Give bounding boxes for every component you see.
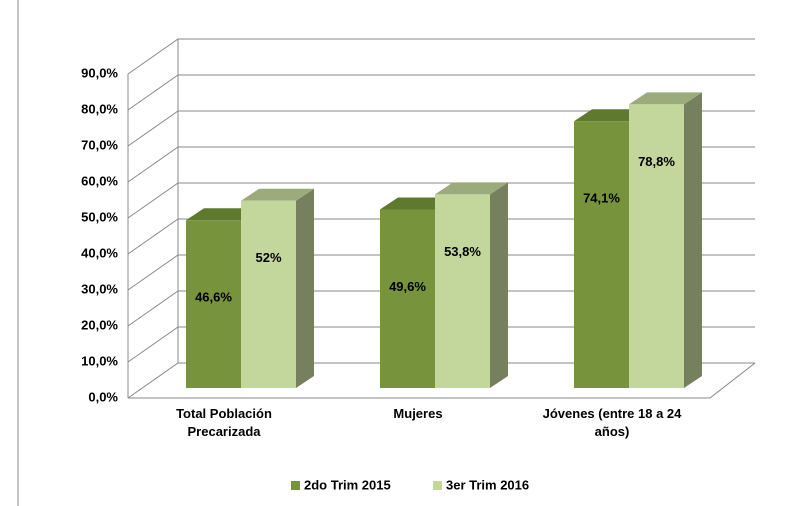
y-tick-label: 50,0% [81,209,118,224]
y-tick-label: 20,0% [81,317,118,332]
bar-top [435,182,508,195]
bar [186,220,241,388]
bar [380,209,435,388]
y-tick-label: 70,0% [81,137,118,152]
bar-top [629,92,702,105]
y-tick-label: 90,0% [81,65,118,80]
y-tick-label: 80,0% [81,101,118,116]
y-tick-label: 40,0% [81,245,118,260]
legend-swatch [291,481,300,490]
value-label: 46,6% [195,290,232,305]
bar [435,194,490,388]
value-label: 49,6% [389,279,426,294]
bar-side [684,92,702,388]
grid-line [127,38,755,75]
value-label: 53,8% [444,244,481,259]
y-tick-label: 30,0% [81,281,118,296]
legend-swatch [433,481,442,490]
y-tick-label: 0,0% [88,389,118,404]
value-label: 52% [255,250,281,265]
bar [574,121,629,389]
legend-label: 3er Trim 2016 [446,477,529,492]
bar-top [574,109,647,122]
y-tick-label: 60,0% [81,173,118,188]
x-tick-label: Jóvenes (entre 18 a 24 años) [542,406,682,439]
bar [629,104,684,388]
value-label: 78,8% [638,154,675,169]
legend-label: 2do Trim 2015 [304,477,391,492]
bar-top [380,197,453,210]
bar-side [296,188,314,388]
y-tick-label: 10,0% [81,353,118,368]
bar-side [490,182,508,388]
x-tick-label: Mujeres [393,406,443,421]
floor [128,362,756,399]
bar [241,200,296,388]
bar-top [186,208,259,221]
x-tick-label: Total Población Precarizada [176,406,272,439]
value-label: 74,1% [583,191,620,206]
bar-top [241,188,314,201]
